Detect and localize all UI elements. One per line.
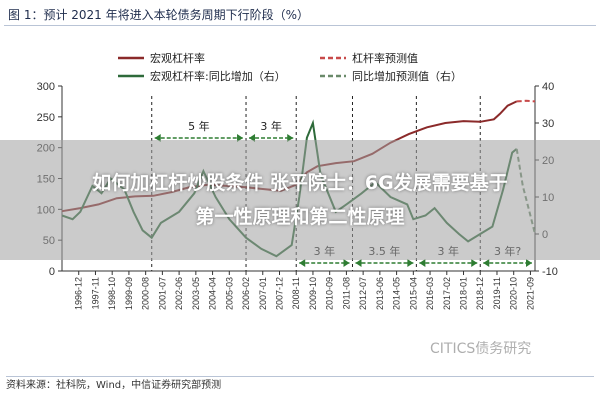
x-tick-label: 2007-12	[274, 277, 284, 310]
period-arrow-head-left	[355, 259, 362, 267]
legend-label: 同比增加预测值（右）	[352, 69, 462, 83]
legend-label: 宏观杠杆率	[150, 51, 205, 65]
period-label: 5 年	[188, 119, 210, 133]
period-label: 3 年	[260, 119, 282, 133]
x-tick-label: 2020-10	[509, 277, 519, 310]
left-tick-label: 300	[37, 81, 55, 93]
x-tick-label: 2010-09	[325, 277, 335, 310]
x-tick-label: 2021-09	[525, 277, 535, 310]
right-tick-label: 30	[542, 118, 554, 130]
source-note: 资料来源：社科院，Wind，中信证券研究部预测	[6, 376, 594, 395]
left-tick-label: 250	[37, 112, 55, 124]
x-tick-label: 2003-05	[191, 277, 201, 310]
x-tick-label: 2014-05	[392, 277, 402, 310]
period-arrow-head-right	[343, 259, 350, 267]
x-tick-label: 2007-01	[258, 277, 268, 310]
x-tick-label: 2018-12	[475, 277, 485, 310]
period-arrow-head-right	[526, 259, 532, 267]
right-tick-label: 40	[542, 81, 554, 93]
overlay-headline-line-2: 第一性原理和第二性原理	[195, 206, 405, 228]
x-tick-label: 2005-03	[224, 277, 234, 310]
x-tick-label: 2009-10	[308, 277, 318, 310]
x-tick-label: 2019-11	[492, 277, 502, 309]
period-arrow-head-right	[407, 259, 414, 267]
period-arrow-head-right	[471, 259, 478, 267]
news-overlay-banner[interactable]: 如何加杠杆炒股条件 张平院士：6G发展需要基于 第一性原理和第二性原理	[0, 140, 600, 260]
x-tick-label: 1998-10	[107, 277, 117, 310]
legend-label: 宏观杠杆率:同比增加（右）	[150, 69, 286, 83]
x-tick-label: 1999-09	[124, 277, 134, 310]
x-tick-label: 2000-08	[141, 277, 151, 310]
x-tick-label: 2011-08	[341, 277, 351, 309]
leverage-forecast-line	[516, 99, 536, 103]
legend-label: 杠杆率预测值	[352, 51, 418, 65]
watermark: CITICS债务研究	[430, 341, 532, 357]
x-tick-label: 2018-01	[459, 277, 469, 310]
x-tick-label: 2015-04	[408, 277, 418, 310]
overlay-headline-line-1: 如何加杠杆炒股条件 张平院士：6G发展需要基于	[92, 172, 508, 194]
x-tick-label: 2012-07	[358, 277, 368, 310]
x-tick-label: 2008-11	[291, 277, 301, 309]
x-tick-label: 2006-02	[241, 277, 251, 310]
x-tick-label: 2002-06	[174, 277, 184, 310]
x-tick-label: 2013-06	[375, 277, 385, 310]
x-tick-label: 2017-02	[442, 277, 452, 310]
period-arrow-head-left	[419, 259, 426, 267]
left-tick-label: 0	[49, 266, 55, 278]
period-arrow-head-left	[483, 259, 490, 267]
x-tick-label: 1996-12	[74, 277, 84, 310]
figure-title: 图 1：预计 2021 年将进入本轮债务周期下行阶段（%）	[4, 4, 596, 26]
x-tick-label: 1997-11	[90, 277, 100, 309]
x-tick-label: 2004-04	[208, 277, 218, 310]
x-tick-label: 2001-07	[157, 277, 167, 310]
x-tick-label: 2016-03	[425, 277, 435, 310]
right-tick-label: -10	[542, 266, 558, 278]
period-arrow-head-left	[299, 259, 306, 267]
